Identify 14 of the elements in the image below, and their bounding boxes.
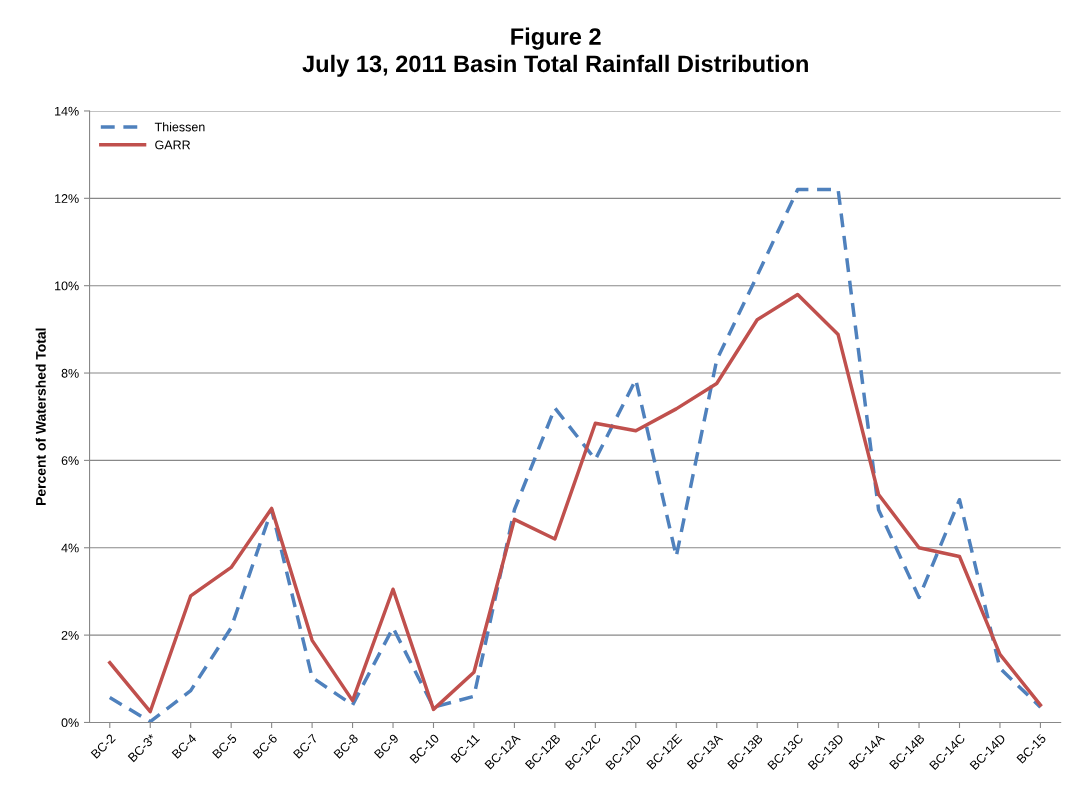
- y-tick-label: 4%: [61, 543, 79, 553]
- legend-label: GARR: [155, 140, 191, 150]
- y-axis-title: Percent of Watershed Total: [35, 328, 46, 505]
- legend-label: Thiessen: [154, 122, 205, 132]
- y-tick-label: 2%: [61, 630, 79, 640]
- line-series: [108, 187, 1043, 723]
- y-tick-label: 6%: [61, 456, 79, 466]
- y-tick-label: 10%: [55, 281, 79, 291]
- chart-title: Figure 2 July 13, 2011 Basin Total Rainfall Distribution: [302, 27, 808, 77]
- line-series: [108, 292, 1043, 714]
- y-tick-label: 14%: [55, 106, 79, 116]
- y-tick-label: 0%: [61, 718, 79, 728]
- y-tick-label: 12%: [55, 194, 79, 203]
- y-tick-label: 8%: [61, 368, 79, 378]
